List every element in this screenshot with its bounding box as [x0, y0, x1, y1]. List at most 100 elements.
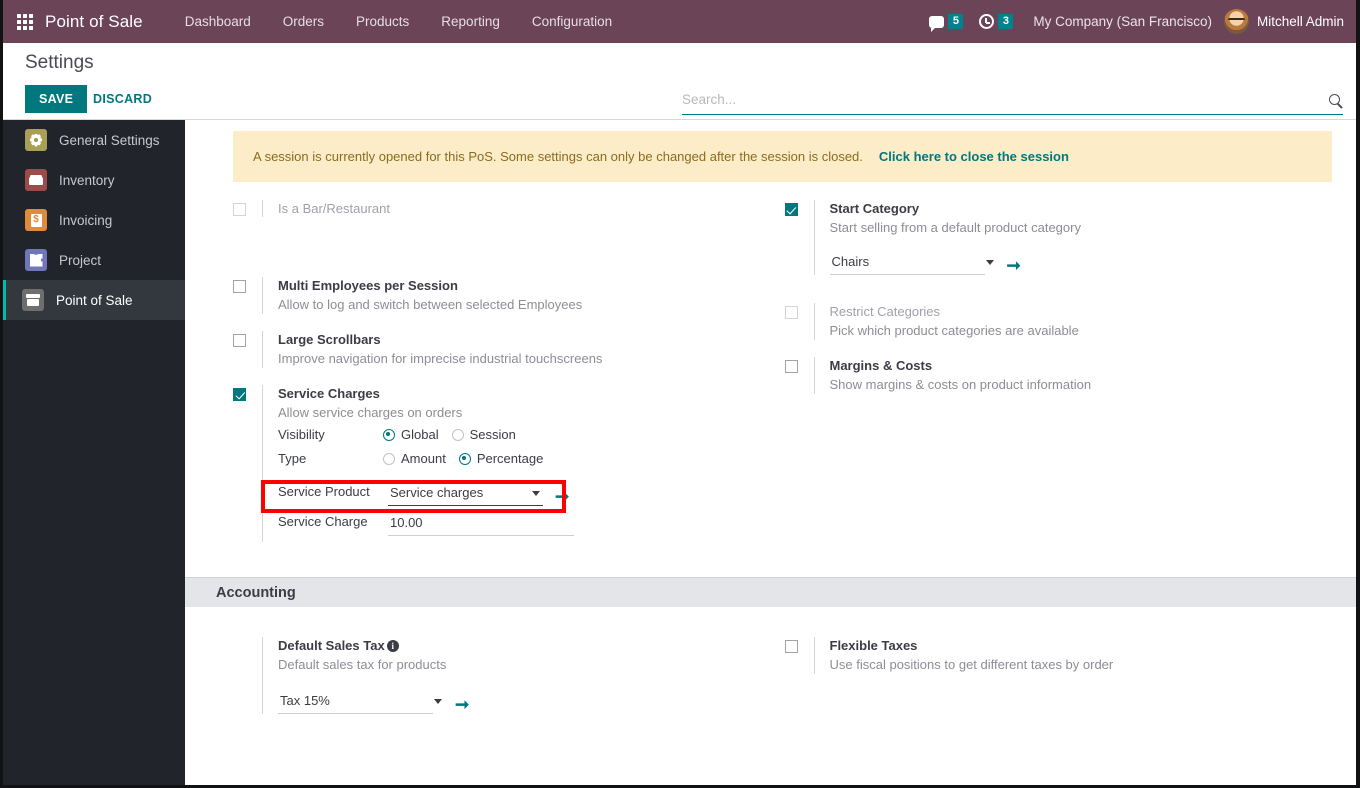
sidebar-item-project[interactable]: Project: [3, 240, 185, 280]
type-option-percentage[interactable]: Percentage: [458, 451, 543, 466]
app-brand-title[interactable]: Point of Sale: [45, 11, 143, 31]
setting-title: Multi Employees per Session: [278, 278, 458, 293]
clock-icon: [979, 14, 995, 29]
messages-button[interactable]: 5: [923, 14, 969, 32]
save-button[interactable]: SAVE: [25, 85, 88, 113]
session-open-alert: A session is currently opened for this P…: [233, 131, 1332, 182]
visibility-option-label: Global: [401, 427, 439, 442]
visibility-label: Visibility: [278, 427, 325, 442]
service-charge-label: Service Charge: [278, 514, 368, 529]
radio-icon: [383, 452, 395, 465]
setting-title: Large Scrollbars: [278, 332, 381, 347]
restrict-categories-checkbox[interactable]: [784, 306, 798, 319]
sidebar-item-inventory[interactable]: Inventory: [3, 160, 185, 200]
start-category-field: Chairs ➞: [829, 251, 1357, 275]
search-icon[interactable]: [1329, 94, 1340, 105]
chevron-down-icon: [985, 260, 994, 265]
multi-employees-per-session-checkbox[interactable]: [233, 280, 246, 293]
chevron-down-icon: [532, 491, 540, 496]
setting-description: Default sales tax for products: [278, 657, 447, 672]
setting-description: Start selling from a default product cat…: [829, 220, 1081, 235]
sidebar-item-general-settings[interactable]: General Settings: [3, 120, 185, 160]
sidebar-item-label: Invoicing: [59, 212, 113, 228]
accounting-column-left: Default Sales Tax i Default sales tax for…: [185, 637, 771, 731]
menu-item-reporting[interactable]: Reporting: [441, 14, 500, 29]
settings-column-left: Is a Bar/Restaurant Multi Employees per …: [185, 200, 771, 559]
start-category-checkbox[interactable]: [784, 203, 798, 216]
main-menu: Dashboard Orders Products Reporting Conf…: [169, 0, 628, 43]
messages-count-badge: 5: [948, 14, 964, 29]
accounting-section-header: Accounting: [185, 577, 1356, 607]
setting-title: Margins & Costs: [829, 358, 933, 373]
service-product-internal-link-arrow-icon[interactable]: ➞: [555, 487, 570, 506]
menu-item-orders[interactable]: Orders: [282, 14, 325, 29]
discard-button[interactable]: DISCARD: [81, 85, 164, 113]
setting-title: Is a Bar/Restaurant: [278, 201, 390, 216]
visibility-option-session[interactable]: Session: [451, 427, 516, 442]
setting-title: Flexible Taxes: [829, 638, 918, 653]
close-session-link[interactable]: Click here to close the session: [878, 149, 1069, 164]
company-switcher[interactable]: My Company (San Francisco): [1033, 14, 1212, 29]
margins-and-costs-checkbox[interactable]: [784, 360, 798, 373]
service-charge-fields: Service Product Service charges ➞ Servic…: [278, 482, 771, 536]
sidebar-item-label: Inventory: [59, 172, 115, 188]
settings-sidebar: General Settings Inventory Invoicing Pro…: [3, 120, 185, 785]
systray: 5 3 My Company (San Francisco) Mitchell …: [919, 0, 1356, 43]
setting-title: Start Category: [829, 201, 920, 216]
puzzle-icon: [25, 249, 47, 271]
service-product-select[interactable]: Service charges: [388, 482, 543, 506]
service-product-label: Service Product: [278, 484, 370, 499]
page-title: Settings: [25, 52, 94, 73]
is-a-bar-restaurant-checkbox[interactable]: [233, 203, 246, 216]
service-charge-input[interactable]: 10.00: [388, 512, 574, 536]
setting-restrict-categories: Restrict Categories Pick which product c…: [784, 303, 1357, 340]
menu-item-products[interactable]: Products: [356, 14, 410, 29]
accounting-column-right: Flexible Taxes Use fiscal positions to g…: [771, 637, 1357, 731]
sidebar-item-invoicing[interactable]: Invoicing: [3, 200, 185, 240]
default-sales-tax-internal-link-arrow-icon[interactable]: ➞: [455, 695, 470, 714]
setting-title: Restrict Categories: [829, 304, 941, 319]
info-icon[interactable]: i: [386, 640, 399, 652]
speech-bubble-icon: [929, 15, 945, 32]
section-title: Accounting: [216, 584, 296, 601]
type-label: Type: [278, 451, 307, 466]
setting-title: Service Charges: [278, 386, 380, 401]
flexible-taxes-checkbox[interactable]: [784, 640, 798, 653]
shop-icon: [22, 289, 44, 311]
default-sales-tax-field: Tax 15% ➞: [278, 690, 771, 714]
start-category-internal-link-arrow-icon[interactable]: ➞: [1006, 256, 1021, 275]
alert-message: A session is currently opened for this P…: [253, 149, 863, 164]
settings-column-right: Start Category Start selling from a defa…: [771, 200, 1357, 559]
sidebar-item-point-of-sale[interactable]: Point of Sale: [3, 280, 185, 320]
activities-button[interactable]: 3: [973, 14, 1019, 29]
avatar[interactable]: [1223, 9, 1249, 34]
setting-default-sales-tax: Default Sales Tax i Default sales tax for…: [233, 637, 771, 714]
menu-item-dashboard[interactable]: Dashboard: [184, 14, 251, 29]
accounting-grid: Default Sales Tax i Default sales tax for…: [185, 607, 1356, 731]
type-option-amount[interactable]: Amount: [383, 451, 446, 466]
visibility-option-label: Session: [469, 427, 516, 442]
setting-flexible-taxes: Flexible Taxes Use fiscal positions to g…: [784, 637, 1357, 674]
setting-is-a-bar-restaurant: Is a Bar/Restaurant: [233, 200, 771, 217]
menu-item-configuration[interactable]: Configuration: [531, 14, 613, 29]
default-sales-tax-select[interactable]: Tax 15%: [278, 690, 433, 714]
setting-description: Improve navigation for imprecise industr…: [278, 351, 603, 366]
gear-icon: [25, 129, 47, 151]
setting-description: Allow service charges on orders: [278, 405, 463, 420]
search-input[interactable]: [682, 92, 1329, 111]
service-charges-checkbox[interactable]: [233, 388, 246, 401]
setting-description: Pick which product categories are availa…: [829, 323, 1079, 338]
user-menu[interactable]: Mitchell Admin: [1256, 14, 1344, 29]
setting-start-category: Start Category Start selling from a defa…: [784, 200, 1357, 275]
invoice-icon: [25, 209, 47, 231]
settings-content: A session is currently opened for this P…: [185, 120, 1356, 785]
chevron-down-icon: [434, 699, 442, 704]
setting-description: Show margins & costs on product informat…: [829, 377, 1092, 392]
large-scrollbars-checkbox[interactable]: [233, 334, 246, 347]
start-category-select[interactable]: Chairs: [829, 251, 985, 275]
default-sales-tax-label: Default Sales Tax: [278, 638, 385, 653]
apps-grid-icon[interactable]: [17, 13, 33, 30]
visibility-option-global[interactable]: Global: [383, 427, 439, 442]
setting-title: Default Sales Tax i: [278, 637, 771, 654]
